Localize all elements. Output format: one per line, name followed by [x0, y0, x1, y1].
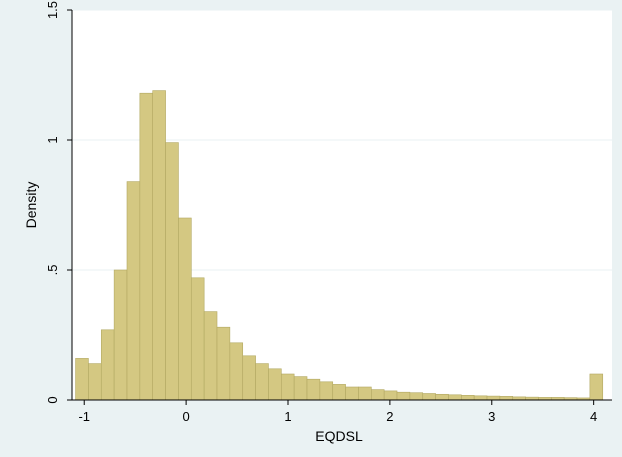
- histogram-bar: [435, 393, 449, 401]
- x-tick-label: 1: [284, 409, 291, 424]
- histogram-bar: [139, 92, 154, 401]
- histogram-bar: [203, 311, 218, 401]
- histogram-bar: [345, 386, 359, 401]
- histogram-bars: [75, 90, 604, 401]
- x-tick-label: 4: [590, 409, 597, 424]
- histogram-bar: [499, 396, 514, 401]
- histogram-bar: [589, 373, 604, 401]
- x-tick-label: -1: [78, 409, 90, 424]
- histogram-bar: [396, 391, 411, 401]
- y-tick-label: 1: [45, 136, 60, 143]
- histogram-bar: [152, 90, 166, 401]
- histogram-bar: [190, 277, 205, 401]
- histogram-bar: [486, 395, 501, 401]
- histogram-bar: [293, 376, 308, 401]
- x-axis-ticks: -1 0 1 2 3 4: [78, 400, 597, 424]
- histogram-bar: [88, 363, 102, 401]
- histogram-bar: [126, 181, 141, 401]
- histogram-bar: [371, 389, 385, 401]
- x-tick-label: 0: [182, 409, 189, 424]
- histogram-bar: [319, 381, 334, 401]
- histogram-bar: [178, 217, 192, 401]
- x-axis-title: EQDSL: [315, 428, 363, 444]
- y-axis-ticks: 0 .5 1 1.5: [45, 1, 72, 404]
- histogram-bar: [332, 384, 346, 401]
- histogram-bar: [409, 392, 424, 401]
- histogram-bar: [255, 363, 269, 401]
- x-tick-label: 2: [386, 409, 393, 424]
- histogram-bar: [229, 342, 244, 401]
- x-tick-label: 3: [488, 409, 495, 424]
- histogram-bar: [358, 386, 372, 401]
- histogram-bar: [422, 393, 436, 401]
- histogram-bar: [242, 355, 256, 401]
- histogram-bar: [216, 326, 231, 401]
- y-tick-label: 0: [45, 396, 60, 403]
- y-axis-title: Density: [23, 182, 39, 229]
- histogram-bar: [280, 373, 295, 401]
- histogram-bar: [306, 378, 321, 401]
- histogram-bar: [461, 395, 475, 401]
- histogram-bar: [268, 368, 282, 401]
- histogram-bar: [448, 394, 462, 401]
- histogram-bar: [75, 358, 89, 401]
- histogram-bar: [473, 395, 488, 401]
- histogram-bar: [113, 269, 128, 401]
- y-tick-label: .5: [45, 265, 60, 276]
- histogram-bar: [383, 390, 398, 401]
- y-tick-label: 1.5: [45, 1, 60, 19]
- histogram-bar: [100, 329, 115, 401]
- histogram-bar: [165, 142, 179, 401]
